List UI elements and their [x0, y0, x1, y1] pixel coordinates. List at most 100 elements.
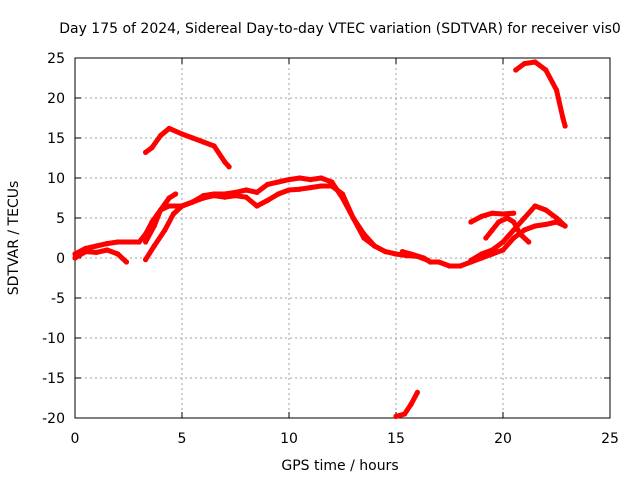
data-point [382, 249, 388, 255]
x-tick-label: 20 [494, 431, 512, 447]
x-tick-label: 15 [387, 431, 405, 447]
data-point [190, 199, 196, 205]
data-point [286, 177, 292, 183]
data-point [297, 186, 303, 192]
data-point [468, 219, 474, 225]
data-point [504, 215, 510, 221]
data-point [173, 191, 179, 197]
data-point [511, 210, 517, 216]
y-axis-title: SDTVAR / TECUs [6, 181, 22, 296]
data-point [511, 235, 517, 241]
data-point [275, 191, 281, 197]
y-tick-label: -10 [42, 331, 65, 347]
data-point [318, 183, 324, 189]
data-point [553, 215, 560, 221]
data-point [104, 247, 110, 253]
data-point [243, 187, 249, 193]
data-point [190, 135, 196, 141]
data-point [532, 59, 538, 65]
data-point [149, 145, 155, 151]
data-point [232, 193, 239, 199]
data-point [200, 139, 206, 145]
data-point [179, 131, 185, 137]
data-point [329, 179, 335, 185]
data-point [143, 257, 149, 263]
data-point [489, 210, 495, 216]
series-track-6 [393, 389, 420, 419]
data-point [521, 227, 528, 233]
data-point [521, 215, 528, 221]
data-point [562, 123, 568, 129]
data-point [408, 251, 414, 257]
data-point [361, 235, 367, 241]
data-point [543, 67, 549, 73]
data-point [158, 133, 164, 139]
data-point [125, 239, 132, 245]
x-tick-label: 10 [280, 431, 298, 447]
y-tick-label: -5 [51, 291, 65, 307]
data-point [254, 203, 260, 209]
chart-title: Day 175 of 2024, Sidereal Day-to-day VTE… [59, 21, 621, 37]
data-point [93, 249, 99, 255]
data-point [151, 223, 157, 229]
data-point [162, 227, 168, 233]
x-tick-label: 0 [71, 431, 80, 447]
data-point [143, 149, 149, 155]
data-point [372, 243, 378, 249]
data-point [489, 247, 495, 253]
data-point [307, 185, 313, 191]
y-tick-label: 5 [56, 211, 65, 227]
data-point [265, 181, 271, 187]
y-tick-label: 0 [56, 251, 65, 267]
data-point [83, 249, 89, 255]
data-point [511, 219, 517, 225]
x-tick-label: 25 [601, 431, 619, 447]
data-point [479, 251, 485, 257]
data-point [526, 239, 532, 245]
data-point [479, 213, 485, 219]
data-point [562, 223, 568, 229]
data-point [179, 203, 185, 209]
data-point [297, 175, 303, 181]
data-point [166, 195, 172, 201]
data-point [500, 239, 506, 245]
data-point [521, 61, 528, 67]
grid-lines [75, 58, 610, 418]
data-point [115, 239, 121, 245]
data-point [211, 143, 217, 149]
data-point [166, 125, 172, 131]
data-point [222, 194, 228, 200]
data-point [307, 177, 313, 183]
data-point [500, 211, 506, 217]
data-point [553, 87, 560, 93]
data-point [243, 194, 249, 200]
data-point [483, 235, 489, 241]
data-point [350, 215, 356, 221]
data-point [436, 259, 442, 265]
data-point [496, 219, 502, 225]
data-point [166, 203, 172, 209]
data-point [265, 197, 271, 203]
data-point [211, 193, 217, 199]
y-tick-label: 25 [47, 51, 65, 67]
data-point [123, 259, 129, 265]
y-tick-label: 15 [47, 131, 65, 147]
data-point [543, 207, 549, 213]
data-point [393, 251, 399, 257]
x-tick-label: 5 [178, 431, 187, 447]
data-point [517, 231, 523, 237]
data-point [489, 227, 495, 233]
data-point [457, 263, 463, 269]
data-point [339, 191, 346, 197]
data-point [143, 239, 149, 245]
data-point [532, 223, 538, 229]
data-point [329, 183, 335, 189]
data-point [421, 255, 427, 261]
data-point [222, 159, 228, 165]
data-point [513, 67, 519, 73]
data-point [226, 164, 232, 170]
series-track-5 [143, 125, 232, 170]
data-point [158, 207, 164, 213]
y-tick-label: -15 [42, 371, 65, 387]
